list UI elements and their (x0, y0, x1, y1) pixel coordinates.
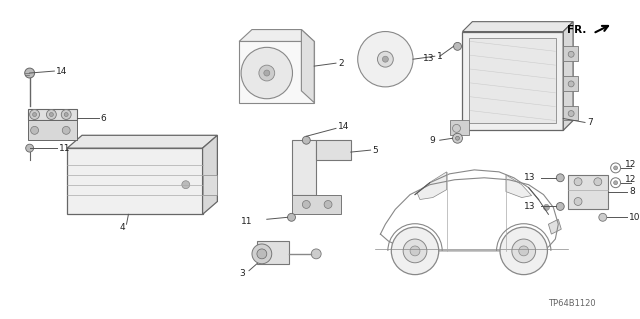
Text: 6: 6 (100, 114, 106, 123)
Circle shape (512, 239, 536, 263)
Text: 13: 13 (423, 54, 435, 63)
Circle shape (556, 203, 564, 211)
Circle shape (302, 201, 310, 208)
Polygon shape (463, 32, 563, 130)
Circle shape (594, 178, 602, 186)
Circle shape (378, 51, 393, 67)
Text: 3: 3 (239, 269, 245, 278)
Circle shape (568, 111, 574, 116)
Polygon shape (301, 30, 314, 103)
Polygon shape (67, 148, 203, 214)
Polygon shape (417, 172, 447, 199)
Text: 5: 5 (372, 145, 378, 155)
Circle shape (614, 166, 618, 170)
Text: TP64B1120: TP64B1120 (548, 299, 596, 308)
Polygon shape (563, 76, 578, 91)
Circle shape (452, 124, 460, 132)
Text: 12: 12 (625, 160, 636, 169)
Circle shape (182, 181, 189, 189)
Text: 13: 13 (524, 202, 536, 211)
Text: 11: 11 (241, 217, 252, 226)
Circle shape (287, 213, 296, 221)
Circle shape (391, 227, 439, 275)
Circle shape (49, 113, 53, 116)
Circle shape (64, 113, 68, 116)
Text: 14: 14 (56, 67, 68, 76)
Circle shape (33, 113, 36, 116)
Circle shape (568, 81, 574, 87)
Circle shape (257, 249, 267, 259)
Circle shape (454, 42, 461, 50)
Text: 7: 7 (587, 118, 593, 127)
Circle shape (29, 110, 40, 120)
Circle shape (47, 110, 56, 120)
Polygon shape (506, 175, 532, 197)
Polygon shape (563, 106, 578, 121)
Polygon shape (463, 22, 573, 32)
Polygon shape (257, 241, 289, 264)
Polygon shape (239, 41, 314, 103)
Text: FR.: FR. (566, 25, 586, 34)
Text: 9: 9 (429, 136, 435, 145)
Text: 4: 4 (120, 223, 125, 232)
Circle shape (311, 249, 321, 259)
Circle shape (500, 227, 547, 275)
Polygon shape (316, 140, 351, 160)
Circle shape (556, 174, 564, 182)
Polygon shape (563, 22, 573, 130)
Polygon shape (568, 175, 608, 209)
Circle shape (252, 244, 272, 264)
Circle shape (264, 70, 270, 76)
Circle shape (519, 246, 529, 256)
Circle shape (26, 144, 33, 152)
Circle shape (403, 239, 427, 263)
Polygon shape (563, 46, 578, 61)
Circle shape (31, 126, 38, 134)
Polygon shape (28, 121, 77, 140)
Circle shape (568, 51, 574, 57)
Polygon shape (28, 108, 77, 121)
Text: 12: 12 (625, 175, 636, 184)
Polygon shape (203, 135, 218, 214)
Text: 11: 11 (60, 144, 71, 152)
Circle shape (62, 126, 70, 134)
Circle shape (574, 178, 582, 186)
Polygon shape (291, 140, 316, 195)
Polygon shape (67, 135, 218, 148)
Circle shape (614, 181, 618, 185)
Circle shape (358, 32, 413, 87)
Polygon shape (548, 219, 561, 234)
Text: 8: 8 (630, 187, 635, 196)
Circle shape (599, 213, 607, 221)
Circle shape (259, 65, 275, 81)
Circle shape (25, 68, 35, 78)
Bar (203, 175, 218, 195)
Polygon shape (239, 30, 314, 41)
Text: 13: 13 (524, 173, 536, 182)
Polygon shape (291, 195, 341, 214)
Circle shape (456, 136, 460, 140)
Text: 2: 2 (338, 59, 344, 68)
Text: 1: 1 (436, 52, 442, 61)
Circle shape (543, 204, 549, 211)
Circle shape (452, 133, 463, 143)
Circle shape (324, 201, 332, 208)
Polygon shape (469, 39, 556, 123)
Text: 14: 14 (338, 122, 349, 131)
Circle shape (574, 197, 582, 205)
Text: 10: 10 (630, 213, 640, 222)
Circle shape (61, 110, 71, 120)
Circle shape (383, 56, 388, 62)
Circle shape (302, 136, 310, 144)
Polygon shape (450, 121, 469, 135)
Circle shape (410, 246, 420, 256)
Circle shape (241, 47, 292, 99)
